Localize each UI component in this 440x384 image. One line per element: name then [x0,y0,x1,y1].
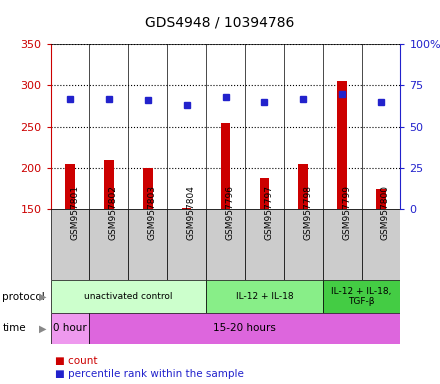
Bar [128,209,167,280]
Bar [89,313,400,344]
Bar [245,209,284,280]
Bar [51,209,89,280]
Bar [323,209,362,280]
Bar [206,280,323,313]
Text: GDS4948 / 10394786: GDS4948 / 10394786 [145,15,295,29]
Bar [323,280,400,313]
Text: ■ count: ■ count [55,356,98,366]
Bar [337,81,347,209]
Text: IL-12 + IL-18: IL-12 + IL-18 [235,292,293,301]
Bar [89,209,128,280]
Text: unactivated control: unactivated control [84,292,172,301]
Bar [298,164,308,209]
Text: GSM957801: GSM957801 [70,185,79,240]
Bar [376,189,386,209]
Text: ▶: ▶ [39,291,47,302]
Bar [143,168,153,209]
Text: ■ percentile rank within the sample: ■ percentile rank within the sample [55,369,244,379]
Text: GSM957804: GSM957804 [187,185,196,240]
Text: GSM957797: GSM957797 [264,185,273,240]
Bar [220,122,231,209]
Bar [51,313,89,344]
Text: time: time [2,323,26,333]
Text: ▶: ▶ [39,323,47,333]
Text: GSM957802: GSM957802 [109,185,118,240]
Text: IL-12 + IL-18,
TGF-β: IL-12 + IL-18, TGF-β [331,287,392,306]
Text: protocol: protocol [2,291,45,302]
Text: 15-20 hours: 15-20 hours [213,323,276,333]
Text: GSM957798: GSM957798 [303,185,312,240]
Bar [182,208,191,209]
Bar [260,178,269,209]
Bar [65,164,75,209]
Bar [206,209,245,280]
Text: GSM957803: GSM957803 [148,185,157,240]
Bar [104,160,114,209]
Text: GSM957796: GSM957796 [226,185,235,240]
Text: GSM957800: GSM957800 [381,185,390,240]
Text: 0 hour: 0 hour [53,323,87,333]
Bar [284,209,323,280]
Bar [167,209,206,280]
Bar [362,209,400,280]
Bar [51,280,206,313]
Text: GSM957799: GSM957799 [342,185,351,240]
